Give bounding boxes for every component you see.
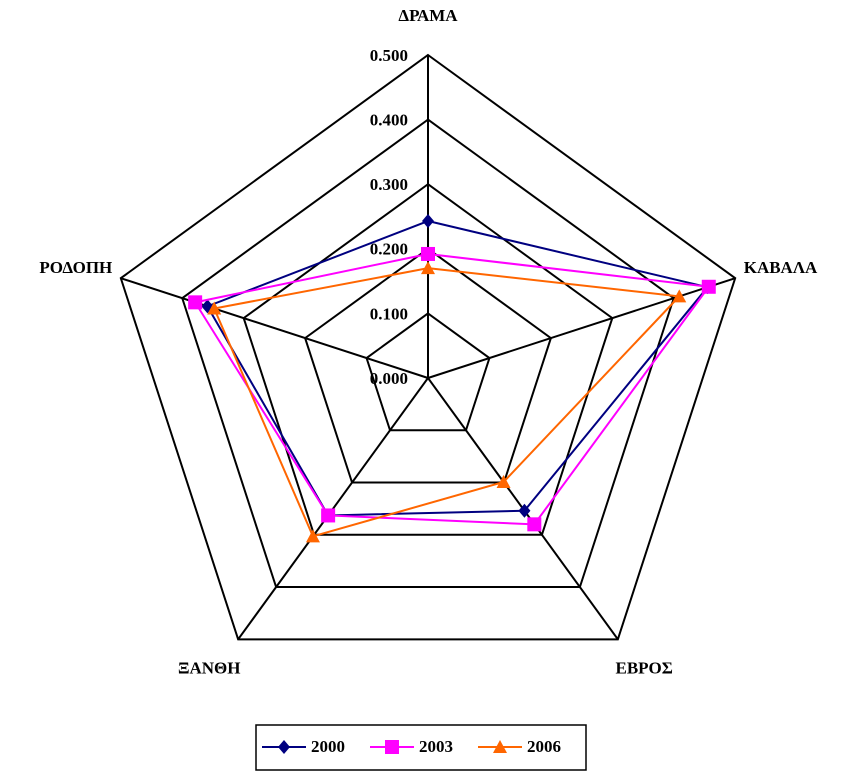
tick-label: 0.100 — [370, 304, 408, 323]
legend: 2000 2003 2006 — [255, 724, 587, 771]
marker — [422, 214, 434, 229]
category-label: ΞΑΝΘΗ — [178, 658, 241, 677]
grid-ring — [303, 247, 553, 484]
spoke — [120, 277, 429, 379]
category-label: ΡΟΔΟΠΗ — [39, 258, 112, 277]
marker — [421, 246, 435, 261]
grid-ring — [119, 53, 737, 641]
marker — [496, 475, 511, 489]
category-label: ΕΒΡΟΣ — [615, 658, 672, 677]
legend-label: 2006 — [527, 737, 561, 756]
legend-box — [255, 724, 587, 771]
marker — [385, 740, 399, 754]
grid-ring — [365, 312, 491, 432]
category-label: ΔΡΑΜΑ — [398, 6, 458, 25]
marker — [701, 279, 716, 294]
marker — [493, 740, 507, 753]
marker — [321, 508, 336, 523]
tick-label: 0.200 — [370, 240, 408, 259]
legend-label: 2000 — [311, 737, 345, 756]
marker — [421, 261, 435, 275]
series-line — [193, 252, 711, 526]
series-line — [212, 267, 682, 538]
category-label: ΚΑΒΑΛΑ — [744, 258, 818, 277]
marker — [518, 503, 531, 518]
legend-label: 2003 — [419, 737, 453, 756]
spoke — [427, 277, 736, 379]
tick-label: 0.400 — [370, 111, 408, 130]
marker — [188, 295, 203, 310]
grid-ring — [242, 182, 614, 536]
tick-label: 0.500 — [370, 46, 408, 65]
marker — [207, 301, 222, 315]
marker — [527, 517, 542, 532]
grid-ring — [181, 118, 675, 589]
marker — [305, 529, 320, 543]
tick-label: 0.000 — [370, 369, 408, 388]
marker — [672, 289, 687, 303]
marker — [278, 740, 290, 754]
tick-label: 0.300 — [370, 175, 408, 194]
